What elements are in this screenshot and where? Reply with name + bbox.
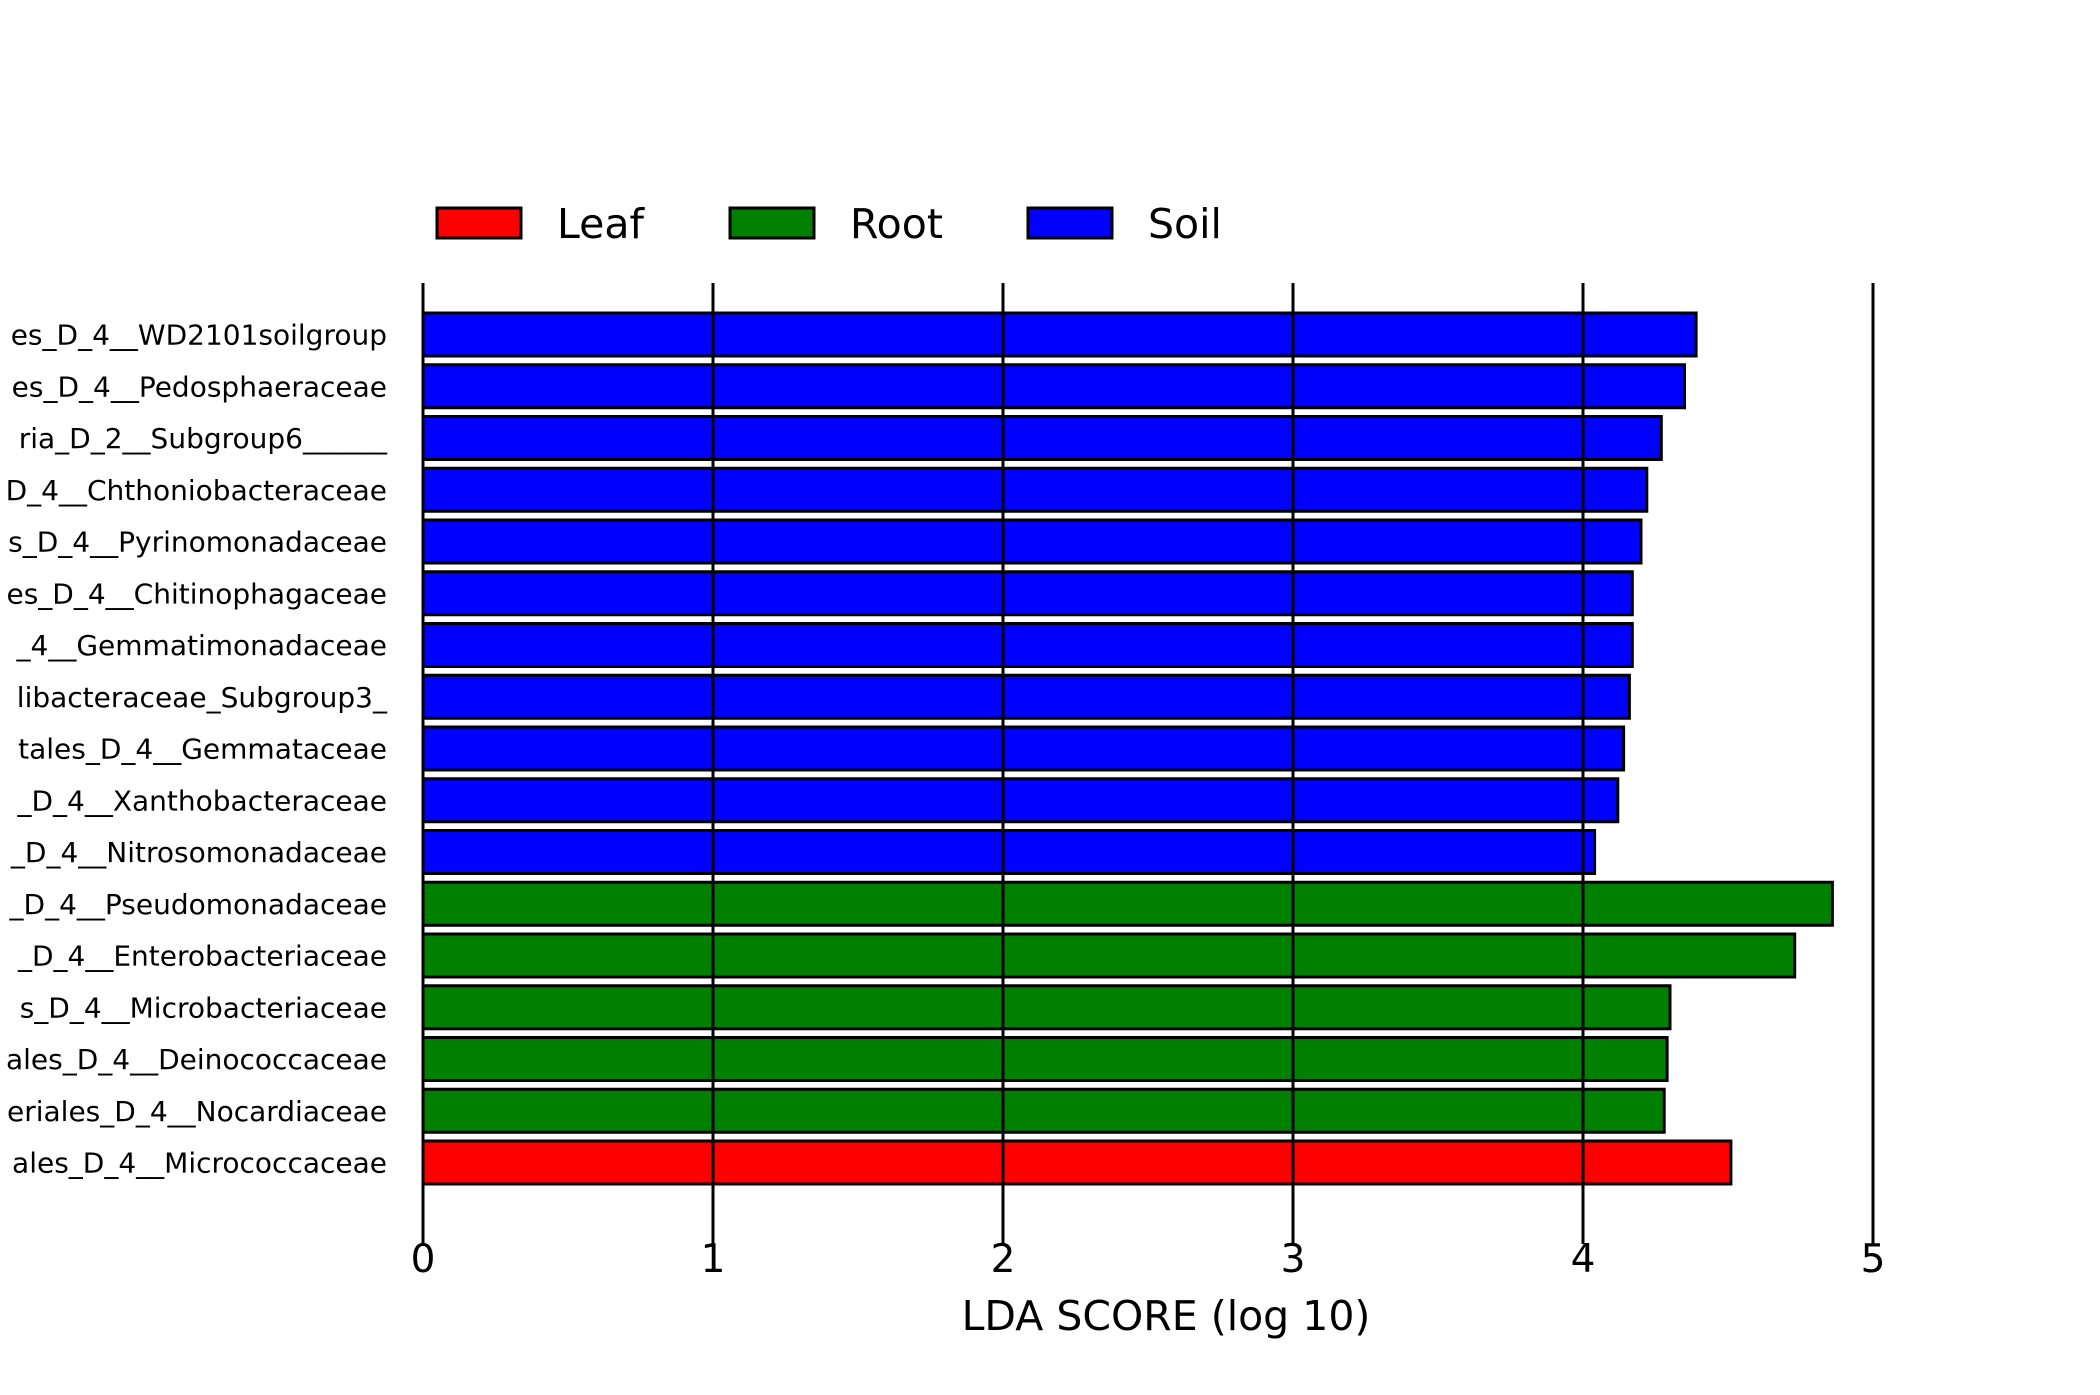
- legend-swatch-soil: [1026, 206, 1114, 240]
- x-tick-label-4: 4: [1571, 1237, 1596, 1282]
- category-label-5: s_D_4__Pyrinomonadaceae: [8, 526, 387, 559]
- x-tick-label-0: 0: [411, 1237, 436, 1282]
- x-axis-ticks: 0 1 2 3 4 5: [411, 1230, 1886, 1282]
- category-label-11: _D_4__Nitrosomonadaceae: [10, 836, 387, 869]
- x-axis-label: LDA SCORE (log 10): [962, 1292, 1371, 1340]
- category-label-10: _D_4__Xanthobacteraceae: [16, 784, 387, 817]
- category-label-14: s_D_4__Microbacteriaceae: [20, 991, 387, 1024]
- x-tick-label-1: 1: [701, 1237, 726, 1282]
- category-label-7: _4__Gemmatimonadaceae: [16, 629, 387, 662]
- category-label-8: libacteraceae_Subgroup3_: [17, 681, 388, 714]
- bar-root-13: [421, 932, 1797, 979]
- bar-soil-7: [421, 622, 1634, 668]
- category-label-2: es_D_4__Pedosphaeraceae: [12, 370, 387, 403]
- bar-leaf-17: [421, 1139, 1733, 1186]
- bar-root-16: [421, 1087, 1666, 1134]
- x-tick-label-5: 5: [1861, 1237, 1886, 1282]
- bar-soil-5: [421, 518, 1643, 565]
- grid-lines: [421, 283, 1875, 1230]
- x-tick-label-3: 3: [1281, 1237, 1306, 1282]
- category-label-4: D_4__Chthoniobacteraceae: [6, 474, 387, 507]
- legend-label-leaf: Leaf: [557, 200, 645, 248]
- bar-soil-6: [421, 570, 1634, 617]
- legend-swatch-root: [728, 206, 816, 240]
- bar-root-15: [421, 1036, 1669, 1082]
- bar-soil-10: [421, 777, 1620, 824]
- bars-group: [421, 311, 1834, 1186]
- category-label-13: _D_4__Enterobacteriaceae: [17, 940, 387, 973]
- bar-soil-11: [421, 829, 1597, 875]
- category-label-1: es_D_4__WD2101soilgroup: [11, 319, 387, 352]
- x-tick-label-2: 2: [991, 1237, 1016, 1282]
- bar-soil-2: [421, 363, 1686, 410]
- bar-soil-4: [421, 466, 1649, 513]
- bar-soil-9: [421, 725, 1626, 772]
- legend-label-soil: Soil: [1148, 200, 1222, 248]
- category-label-16: eriales_D_4__Nocardiaceae: [7, 1095, 387, 1128]
- category-label-17: ales_D_4__Micrococcaceae: [12, 1147, 387, 1180]
- category-label-15: ales_D_4__Deinococcaceae: [6, 1043, 387, 1076]
- category-label-6: es_D_4__Chitinophagaceae: [6, 577, 387, 610]
- legend-label-root: Root: [850, 200, 943, 248]
- bar-root-12: [421, 880, 1834, 927]
- category-labels: es_D_4__WD2101soilgroup es_D_4__Pedosphae…: [6, 319, 388, 1180]
- category-label-9: tales_D_4__Gemmataceae: [18, 733, 387, 766]
- legend-swatch-leaf: [435, 206, 523, 240]
- bar-soil-8: [421, 673, 1631, 720]
- category-label-3: ria_D_2__Subgroup6______: [19, 422, 388, 455]
- bar-root-14: [421, 984, 1672, 1031]
- legend: Leaf Root Soil: [435, 200, 1222, 248]
- bar-soil-3: [421, 415, 1663, 461]
- bar-soil-1: [421, 311, 1698, 358]
- category-label-12: _D_4__Pseudomonadaceae: [9, 888, 387, 921]
